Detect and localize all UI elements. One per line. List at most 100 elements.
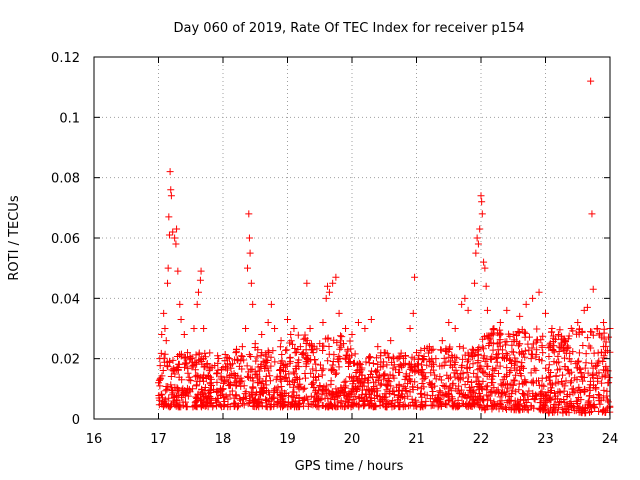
data-point-bg <box>459 355 467 363</box>
data-point-bg <box>285 392 293 400</box>
data-point <box>406 325 414 332</box>
data-point-bg <box>519 390 527 398</box>
data-point-bg <box>164 382 172 390</box>
data-point-bg <box>464 356 472 364</box>
data-point-bg <box>586 392 594 400</box>
data-point-bg <box>238 352 246 360</box>
data-point <box>548 325 556 332</box>
x-axis-label: GPS time / hours <box>295 459 404 474</box>
data-point-bg <box>596 400 604 408</box>
data-point-bg <box>209 403 217 411</box>
data-point-bg <box>506 356 514 364</box>
data-point-bg <box>333 389 341 397</box>
data-point-bg <box>200 371 208 379</box>
data-point-bg <box>441 383 449 391</box>
data-point-bg <box>288 340 296 348</box>
data-point <box>196 276 204 284</box>
data-point-bg <box>213 394 221 402</box>
data-point-bg <box>198 401 206 409</box>
data-point-bg <box>500 380 508 388</box>
data-point-bg <box>428 346 436 354</box>
data-point <box>193 394 201 402</box>
data-point-bg <box>546 373 554 381</box>
data-point-bg <box>301 369 309 377</box>
data-point-bg <box>369 360 377 368</box>
data-point <box>588 210 596 218</box>
data-point <box>348 385 356 393</box>
data-point <box>473 234 481 242</box>
data-point-bg <box>257 351 265 359</box>
data-point <box>481 264 489 272</box>
data-point-bg <box>543 396 551 404</box>
data-point-bg <box>466 363 474 371</box>
data-point-bg <box>485 339 493 347</box>
data-point-bg <box>545 361 553 369</box>
data-point-bg <box>525 346 533 354</box>
data-point-bg <box>366 353 374 361</box>
data-point-bg <box>226 380 234 388</box>
data-point-bg <box>337 341 345 349</box>
data-point-bg <box>181 359 189 367</box>
data-point-bg <box>540 400 548 408</box>
data-point-bg <box>558 405 566 413</box>
data-point-bg <box>165 394 173 402</box>
data-point <box>155 379 162 387</box>
data-point-bg <box>265 367 273 375</box>
data-point-bg <box>438 362 446 370</box>
data-point-bg <box>587 344 595 352</box>
data-point-bg <box>462 401 470 409</box>
data-point <box>172 240 180 248</box>
data-point-bg <box>440 354 448 362</box>
data-point-bg <box>605 379 613 387</box>
data-point-bg <box>532 338 540 346</box>
data-point-bg <box>547 368 555 376</box>
data-point-bg <box>369 373 377 381</box>
data-point-bg <box>231 356 239 364</box>
data-point-bg <box>426 358 434 366</box>
data-point-bg <box>349 359 357 367</box>
data-point-bg <box>191 373 199 381</box>
data-point-bg <box>417 346 425 354</box>
data-point-bg <box>319 387 327 395</box>
data-point-bg <box>566 349 574 357</box>
data-point-bg <box>575 383 583 391</box>
data-point-bg <box>556 326 564 334</box>
data-point-bg <box>360 402 368 410</box>
data-point-bg <box>163 362 171 370</box>
data-point <box>589 285 597 293</box>
data-point-bg <box>469 396 477 404</box>
data-point-bg <box>508 386 516 394</box>
data-point-bg <box>155 392 163 400</box>
data-point-bg <box>289 383 297 391</box>
data-point-bg <box>335 353 343 361</box>
data-point-bg <box>495 370 503 378</box>
data-point <box>162 337 170 345</box>
data-point <box>325 288 333 296</box>
data-point-bg <box>489 346 497 354</box>
data-point-bg <box>226 382 234 390</box>
data-point-bg <box>335 363 343 371</box>
data-point-bg <box>411 378 419 386</box>
data-point-bg <box>463 358 471 366</box>
data-point-bg <box>222 392 230 400</box>
data-point-bg <box>469 395 477 403</box>
data-point-bg <box>307 392 315 400</box>
data-point-bg <box>488 375 496 383</box>
data-point-bg <box>284 403 292 411</box>
data-point <box>193 300 201 308</box>
data-point-bg <box>532 351 540 359</box>
data-point-bg <box>417 389 425 397</box>
data-point-bg <box>503 364 511 372</box>
data-point-bg <box>485 332 493 340</box>
data-point-bg <box>336 332 344 340</box>
data-point-bg <box>503 406 511 414</box>
data-point-bg <box>365 354 373 362</box>
data-point-bg <box>269 347 277 355</box>
data-point-bg <box>559 371 567 379</box>
data-point-bg <box>494 386 502 394</box>
data-point-bg <box>193 371 201 379</box>
data-point-bg <box>158 372 166 380</box>
data-point-bg <box>454 396 462 404</box>
data-point-bg <box>487 355 495 363</box>
data-point <box>271 385 279 393</box>
